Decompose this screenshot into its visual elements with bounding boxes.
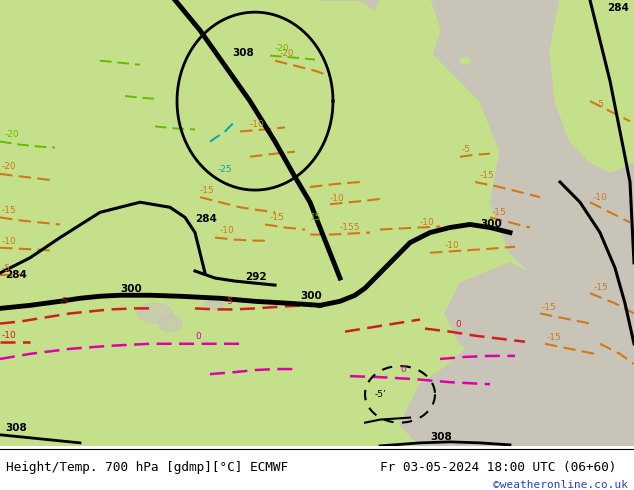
Text: -10: -10 bbox=[330, 194, 345, 203]
Polygon shape bbox=[317, 0, 634, 303]
Polygon shape bbox=[205, 297, 225, 309]
Polygon shape bbox=[137, 303, 173, 323]
Polygon shape bbox=[412, 31, 428, 39]
Text: -15: -15 bbox=[480, 172, 495, 180]
Text: 300: 300 bbox=[480, 220, 501, 229]
Text: 300: 300 bbox=[120, 284, 142, 294]
Text: ©weatheronline.co.uk: ©weatheronline.co.uk bbox=[493, 480, 628, 490]
Polygon shape bbox=[443, 77, 457, 85]
Text: -10: -10 bbox=[2, 331, 16, 340]
Text: -15: -15 bbox=[2, 206, 16, 215]
Text: -15: -15 bbox=[594, 283, 609, 292]
Polygon shape bbox=[400, 222, 634, 446]
Text: -20: -20 bbox=[2, 162, 16, 171]
Text: 308: 308 bbox=[430, 432, 452, 442]
Text: -5’: -5’ bbox=[375, 390, 387, 399]
Text: -10: -10 bbox=[220, 226, 235, 235]
Text: -15: -15 bbox=[547, 333, 562, 342]
Text: -20: -20 bbox=[5, 130, 20, 139]
Text: -15: -15 bbox=[200, 186, 215, 195]
Text: 292: 292 bbox=[245, 272, 267, 282]
Polygon shape bbox=[158, 316, 182, 332]
Text: 0: 0 bbox=[455, 320, 461, 329]
Text: -10: -10 bbox=[445, 241, 460, 250]
Text: -15: -15 bbox=[542, 303, 557, 312]
Text: 284: 284 bbox=[195, 215, 217, 224]
Text: -10: -10 bbox=[593, 193, 608, 202]
Text: -5: -5 bbox=[2, 265, 11, 273]
Text: 0: 0 bbox=[195, 332, 201, 341]
Text: -5: -5 bbox=[60, 297, 69, 306]
Text: -5: -5 bbox=[225, 297, 234, 306]
Polygon shape bbox=[550, 0, 634, 172]
Text: -10: -10 bbox=[2, 237, 16, 246]
Text: -155: -155 bbox=[340, 223, 361, 232]
Text: -20: -20 bbox=[280, 49, 295, 58]
Polygon shape bbox=[445, 263, 555, 364]
Text: 300: 300 bbox=[300, 291, 321, 301]
Polygon shape bbox=[327, 116, 343, 126]
Text: -15: -15 bbox=[492, 208, 507, 217]
Polygon shape bbox=[310, 95, 330, 107]
Text: -10: -10 bbox=[420, 218, 435, 227]
Polygon shape bbox=[290, 0, 385, 263]
Text: 308: 308 bbox=[232, 48, 254, 58]
Polygon shape bbox=[337, 46, 353, 55]
Text: 284: 284 bbox=[607, 3, 629, 13]
Text: Height/Temp. 700 hPa [gdmp][°C] ECMWF: Height/Temp. 700 hPa [gdmp][°C] ECMWF bbox=[6, 461, 288, 473]
Text: -10: -10 bbox=[250, 120, 265, 129]
Polygon shape bbox=[460, 58, 470, 64]
Text: 15: 15 bbox=[310, 213, 321, 222]
Text: 284: 284 bbox=[5, 270, 27, 280]
Polygon shape bbox=[349, 87, 361, 95]
Polygon shape bbox=[364, 36, 376, 45]
Text: -5: -5 bbox=[596, 99, 605, 109]
Text: -15: -15 bbox=[270, 213, 285, 222]
Text: -25: -25 bbox=[218, 165, 233, 174]
Text: 0: 0 bbox=[400, 365, 406, 373]
Polygon shape bbox=[370, 0, 440, 101]
Text: -5: -5 bbox=[462, 145, 471, 154]
Text: -20: -20 bbox=[275, 44, 290, 53]
Text: 308: 308 bbox=[5, 423, 27, 433]
Text: Fr 03-05-2024 18:00 UTC (06+60): Fr 03-05-2024 18:00 UTC (06+60) bbox=[380, 461, 617, 473]
